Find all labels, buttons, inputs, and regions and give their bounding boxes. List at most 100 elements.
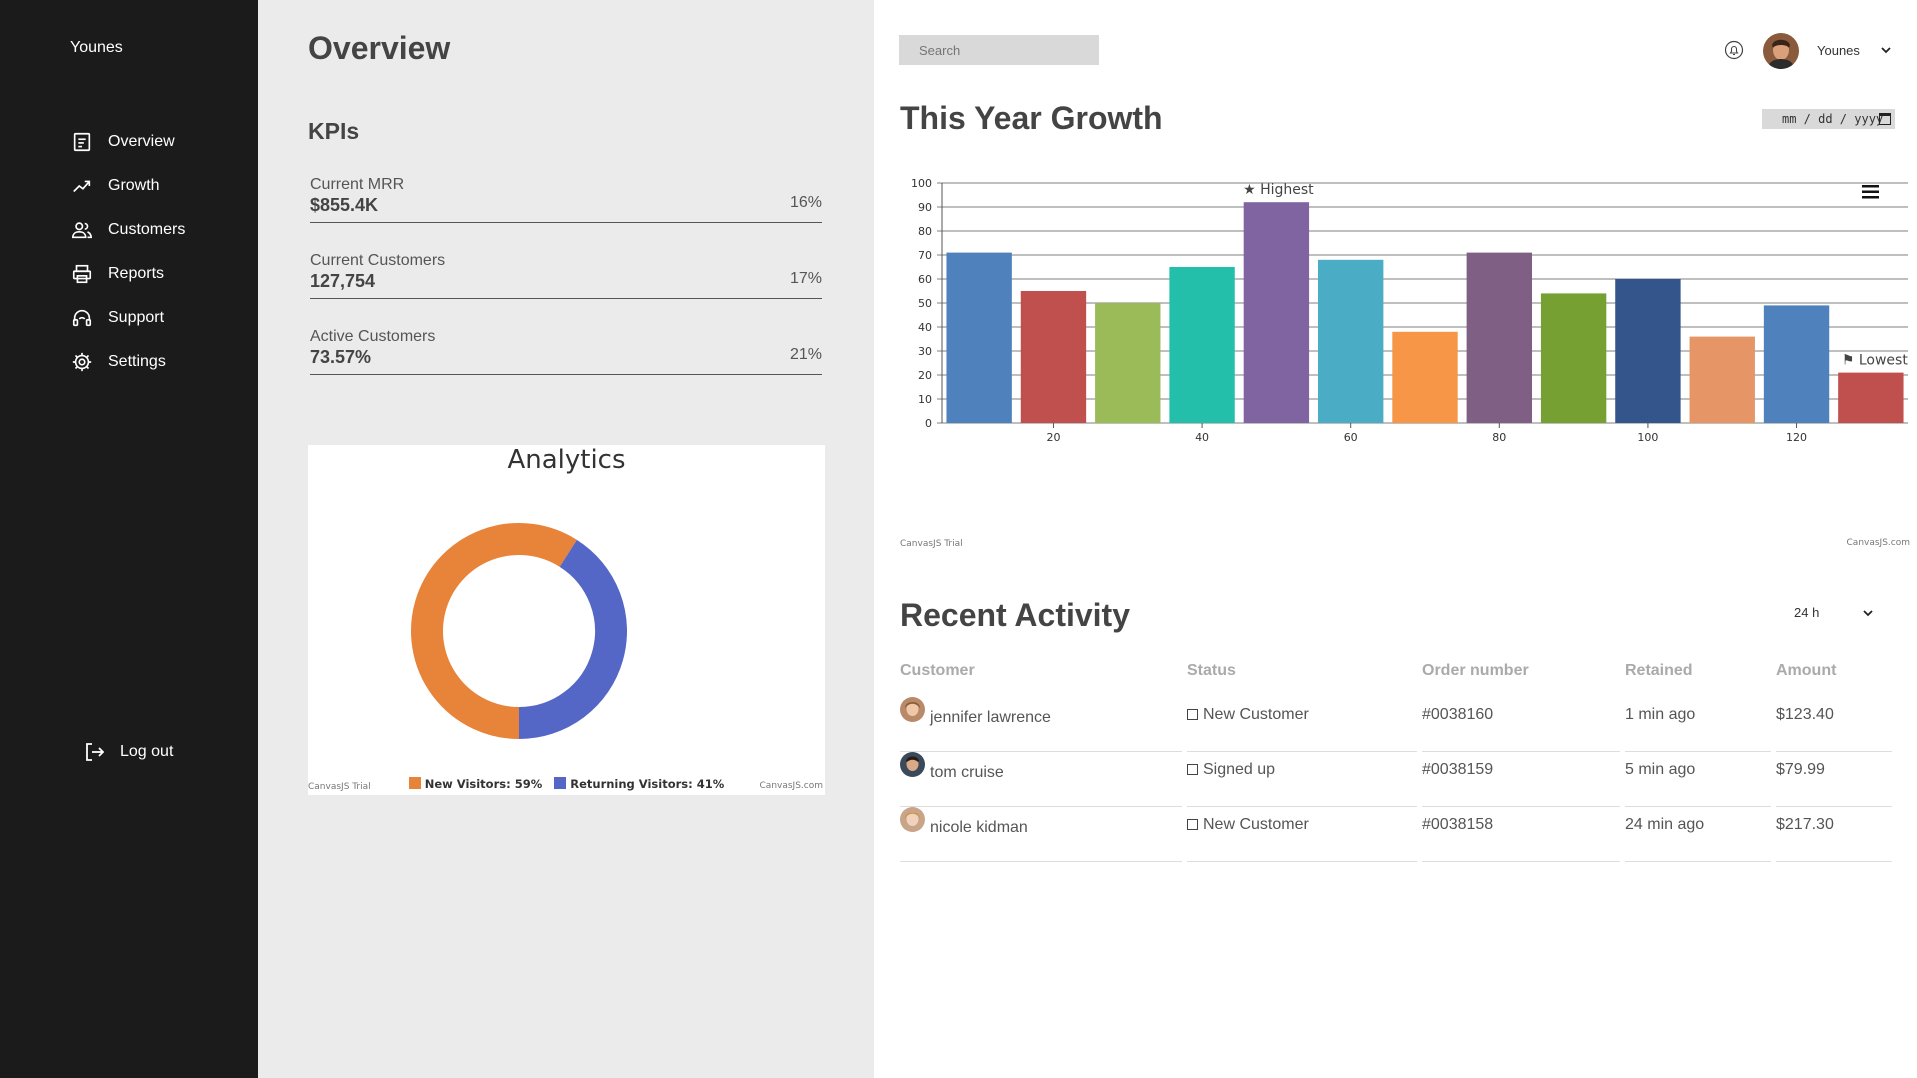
bar[interactable]: [1615, 279, 1681, 423]
kpi-value: 73.57%: [310, 347, 372, 367]
legend-item-returning-visitors[interactable]: Returning Visitors: 41%: [554, 777, 724, 791]
kpis-title: KPIs: [308, 118, 360, 144]
x-tick-label: 80: [1492, 431, 1506, 444]
bar[interactable]: [1466, 252, 1533, 423]
bar[interactable]: [1392, 331, 1458, 423]
x-tick-label: 60: [1344, 431, 1358, 444]
sidebar-item-reports[interactable]: Reports: [70, 262, 164, 286]
chevron-down-icon: [1863, 610, 1873, 617]
row-divider: [1625, 861, 1771, 862]
chart-credit: CanvasJS Trial: [308, 782, 371, 792]
row-divider: [900, 861, 1182, 862]
column-header-customer[interactable]: Customer: [900, 662, 975, 679]
legend-item-new-visitors[interactable]: New Visitors: 59%: [408, 777, 542, 791]
chart-credit-link[interactable]: CanvasJS.com: [759, 781, 823, 791]
y-tick-label: 90: [918, 201, 932, 214]
search-input[interactable]: [899, 35, 1099, 65]
trending-up-icon: [70, 174, 94, 198]
time-range-select[interactable]: 24 h: [1794, 605, 1894, 620]
sidebar-item-growth[interactable]: Growth: [70, 174, 160, 198]
headset-icon: [70, 306, 94, 330]
bar[interactable]: [1689, 336, 1755, 423]
printer-icon: [70, 262, 94, 286]
retained-time: 5 min ago: [1625, 761, 1696, 778]
bar[interactable]: [1540, 293, 1607, 423]
analytics-title: Analytics: [507, 445, 626, 475]
x-tick-label: 40: [1195, 431, 1209, 444]
status-cell: New Customer: [1187, 816, 1309, 834]
amount: $123.40: [1776, 706, 1834, 723]
column-header-status[interactable]: Status: [1187, 662, 1236, 679]
status-cell: New Customer: [1187, 706, 1309, 724]
sidebar-item-support[interactable]: Support: [70, 306, 164, 330]
bar[interactable]: [1095, 303, 1161, 423]
sidebar-item-label: Settings: [108, 353, 166, 370]
calendar-icon[interactable]: [1879, 113, 1891, 125]
row-divider: [1422, 751, 1620, 752]
brand-name: Younes: [70, 39, 123, 56]
chevron-down-icon[interactable]: [1880, 44, 1892, 56]
avatar[interactable]: [1763, 33, 1799, 69]
row-divider: [1187, 806, 1417, 807]
y-tick-label: 0: [925, 417, 932, 430]
logout-label: Log out: [120, 743, 174, 760]
table-row[interactable]: tom cruise Signed up #0038159 5 min ago …: [900, 752, 1892, 807]
chart-credit: CanvasJS Trial: [900, 539, 963, 549]
sidebar-item-settings[interactable]: Settings: [70, 350, 166, 374]
avatar: [900, 752, 925, 777]
y-tick-label: 70: [918, 249, 932, 262]
order-number: #0038160: [1422, 706, 1494, 723]
kpi-active-customers: Active Customers 73.57% 21%: [310, 328, 822, 375]
donut-slice[interactable]: [518, 539, 627, 739]
table-row[interactable]: nicole kidman New Customer #0038158 24 m…: [900, 807, 1892, 862]
bar[interactable]: [1838, 372, 1904, 423]
logout-button[interactable]: Log out: [82, 740, 173, 764]
customer-name: jennifer lawrence: [930, 709, 1051, 726]
users-icon: [70, 218, 94, 242]
bar[interactable]: [1169, 267, 1235, 423]
status-text: New Customer: [1203, 706, 1309, 723]
user-name[interactable]: Younes: [1817, 43, 1860, 58]
kpi-label: Current MRR: [310, 176, 405, 193]
x-tick-label: 100: [1637, 431, 1658, 444]
sidebar-item-label: Reports: [108, 265, 165, 282]
growth-bar-chart: CanvasJS Trial CanvasJS.com 0 10 20 30 40 50 6…: [900, 177, 1910, 549]
avatar: [900, 697, 925, 722]
y-tick-label: 40: [918, 321, 932, 334]
column-header-retained[interactable]: Retained: [1625, 662, 1693, 679]
sidebar-item-label: Customers: [108, 221, 186, 238]
kpi-value: $855.4K: [310, 195, 379, 215]
status-cell: Signed up: [1187, 761, 1275, 779]
checkbox-icon[interactable]: [1187, 764, 1198, 775]
checkbox-icon[interactable]: [1187, 819, 1198, 830]
column-header-order[interactable]: Order number: [1422, 662, 1529, 679]
bar[interactable]: [1317, 259, 1384, 423]
hamburger-menu-icon[interactable]: [1862, 185, 1879, 199]
document-icon: [70, 130, 94, 154]
y-tick-label: 50: [918, 297, 932, 310]
table-row[interactable]: jennifer lawrence New Customer #0038160 …: [900, 697, 1892, 752]
sidebar: Younes Overview Growth Customers Reports…: [0, 0, 258, 1078]
donut-slice[interactable]: [411, 523, 577, 739]
donut-chart: [411, 523, 627, 739]
kpi-change: 21%: [789, 346, 822, 363]
retained-time: 1 min ago: [1625, 706, 1696, 723]
kpi-value: 127,754: [310, 271, 376, 291]
date-input[interactable]: mm / dd / yyyy: [1762, 109, 1895, 129]
sidebar-item-overview[interactable]: Overview: [70, 130, 175, 154]
sidebar-item-label: Overview: [108, 133, 175, 150]
x-tick-label: 20: [1046, 431, 1060, 444]
checkbox-icon[interactable]: [1187, 709, 1198, 720]
chart-credit-link[interactable]: CanvasJS.com: [1847, 538, 1910, 548]
row-divider: [1776, 806, 1892, 807]
sidebar-item-label: Support: [108, 309, 165, 326]
row-divider: [1187, 861, 1417, 862]
column-header-amount[interactable]: Amount: [1776, 662, 1837, 679]
bell-icon[interactable]: [1724, 40, 1744, 60]
kpi-label: Active Customers: [310, 328, 436, 345]
sidebar-item-customers[interactable]: Customers: [70, 218, 185, 242]
bar[interactable]: [1763, 305, 1830, 423]
bar[interactable]: [1020, 291, 1087, 423]
bar[interactable]: [946, 252, 1012, 423]
bar[interactable]: [1243, 202, 1310, 423]
